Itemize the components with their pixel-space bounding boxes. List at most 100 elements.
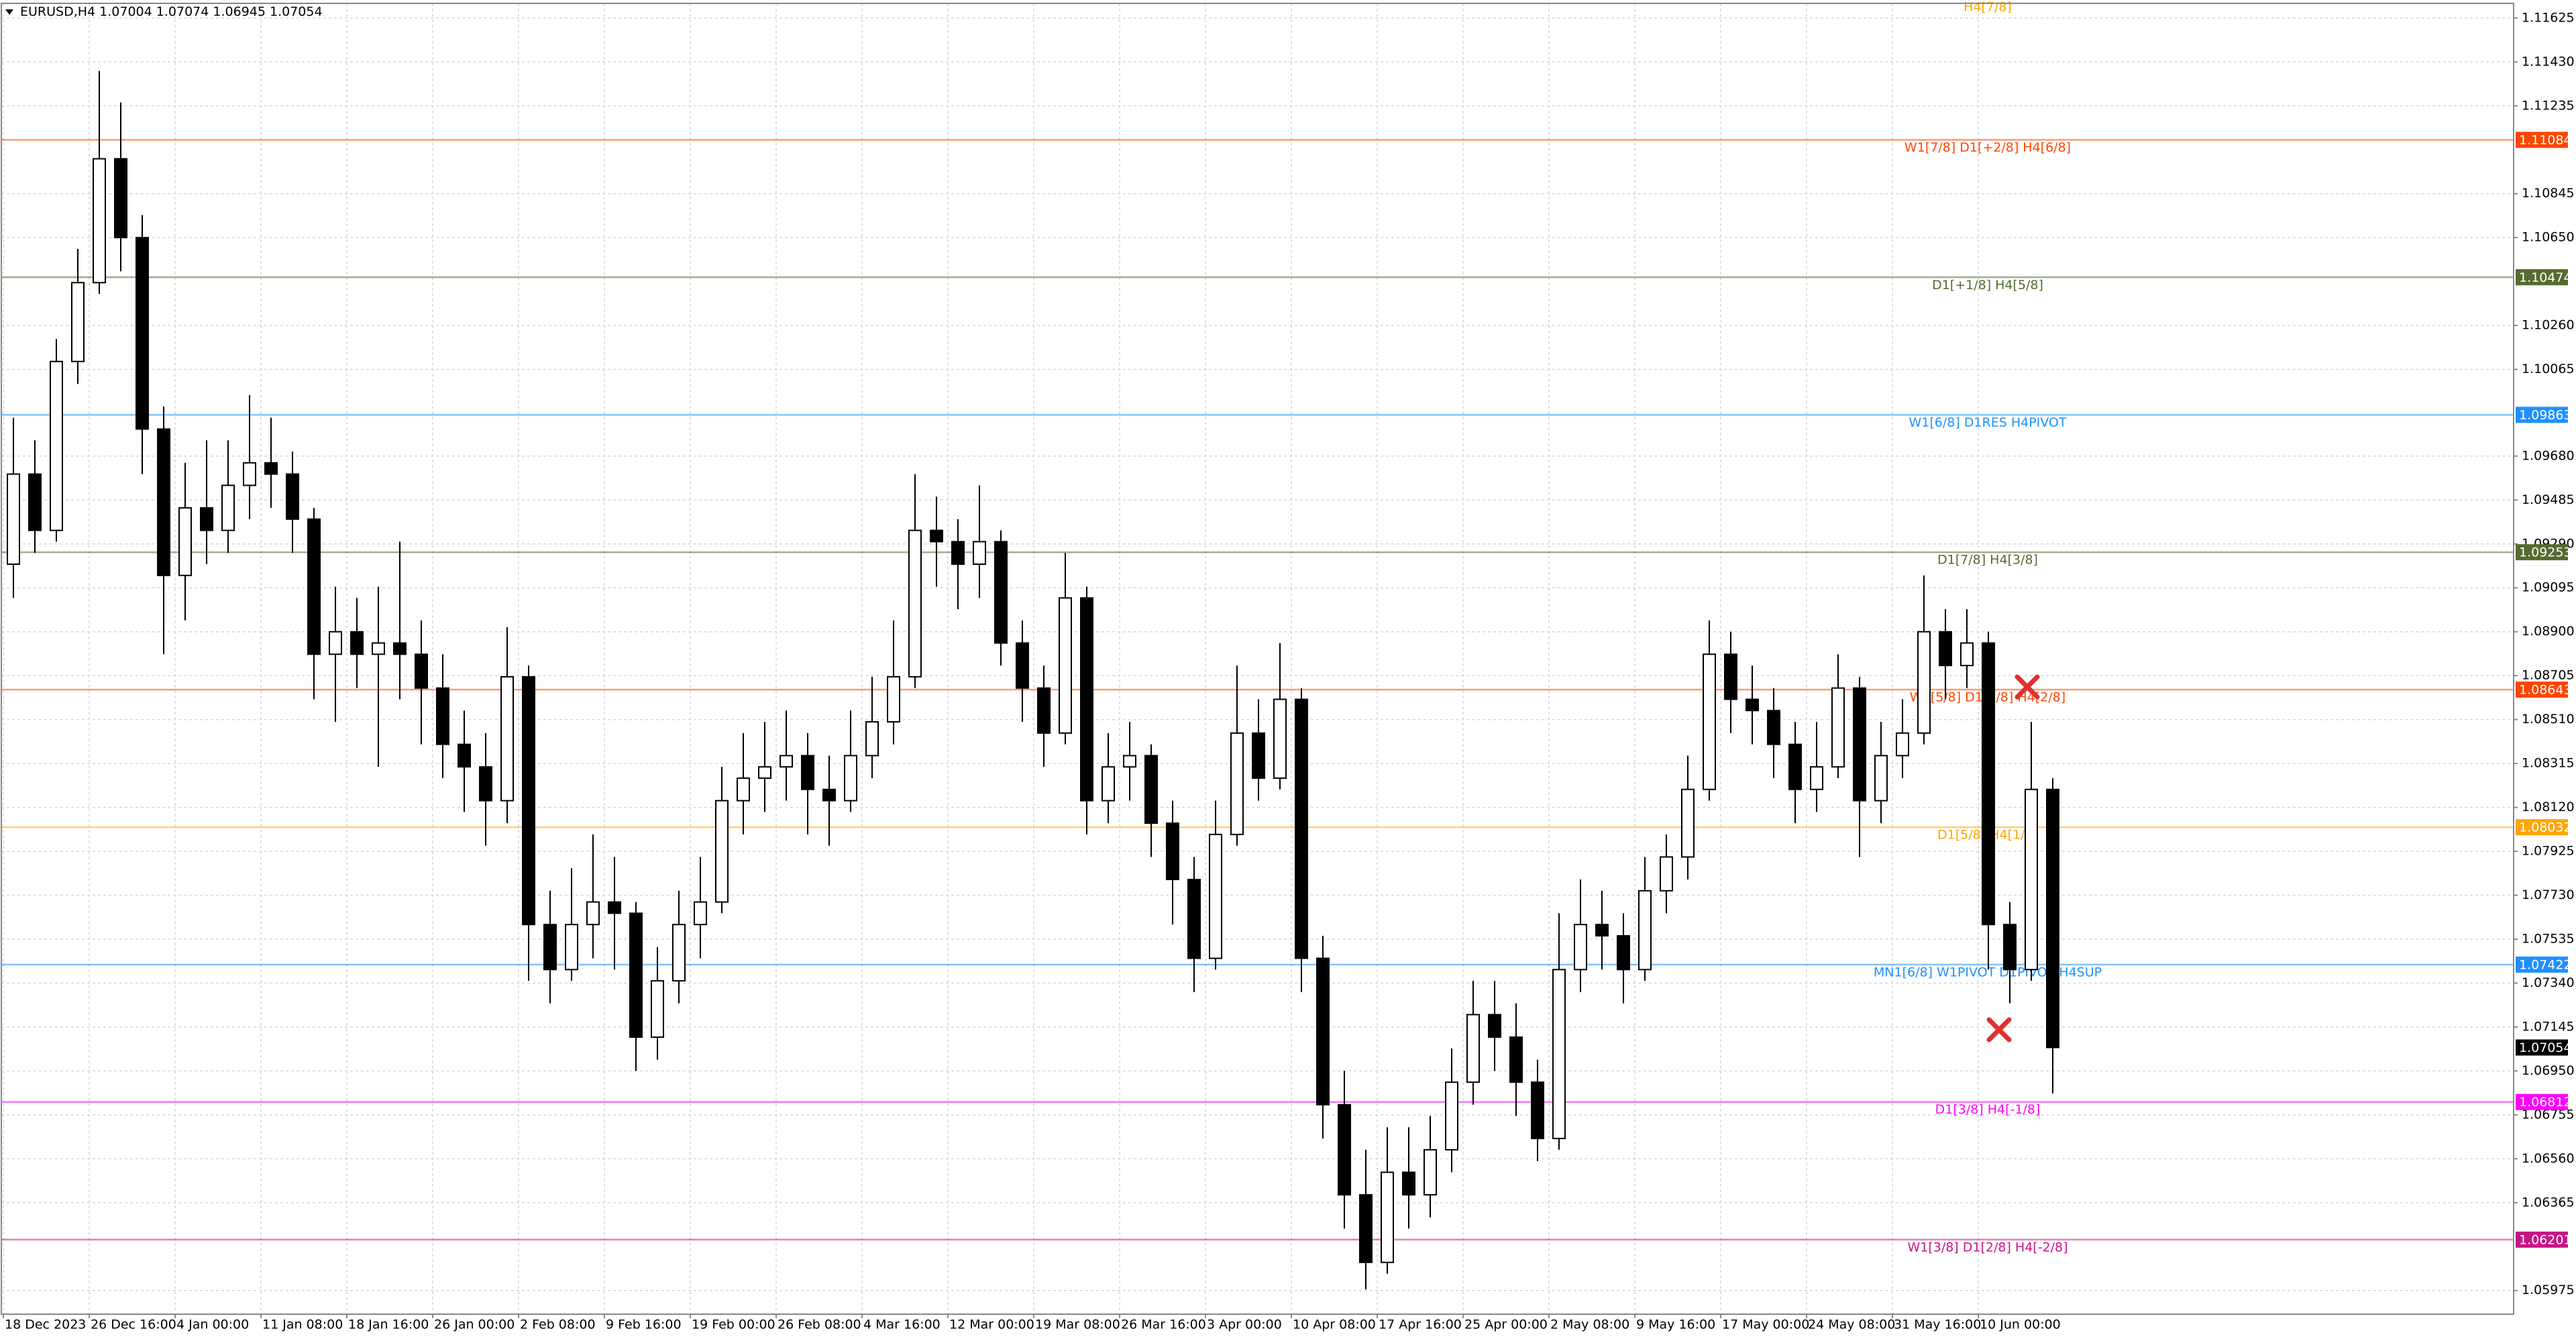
y-tick-label: 1.08705 [2522, 668, 2575, 683]
y-tick-label: 1.08315 [2522, 756, 2575, 771]
x-tick-label: 9 May 16:00 [1636, 1318, 1715, 1332]
candle-body [672, 924, 686, 982]
candle-body [1638, 890, 1652, 971]
candle-body [1960, 642, 1974, 667]
candle-body [1982, 642, 1995, 926]
candle-body [1338, 1104, 1351, 1196]
last-price: 1.07054 [2519, 1040, 2572, 1055]
candle-body [1509, 1036, 1523, 1083]
x-tick-label: 12 Mar 00:00 [949, 1318, 1034, 1332]
level-price: 1.10474 [2519, 270, 2572, 285]
candle-body [651, 980, 664, 1038]
candle-body [1788, 743, 1802, 790]
y-tick-label: 1.11235 [2522, 98, 2575, 113]
candle-body [780, 755, 793, 768]
candle-body [1810, 766, 1823, 790]
candle-body [908, 529, 922, 678]
candle-body [307, 518, 321, 655]
candle-body [329, 631, 342, 655]
menu-arrow[interactable] [5, 9, 13, 15]
candle-body [1939, 631, 1952, 667]
candle-body [994, 541, 1008, 644]
plot-border [1, 3, 2514, 1315]
candle-body [1552, 969, 1566, 1140]
candle-body [372, 642, 385, 655]
last-price-box [2516, 1039, 2568, 1056]
candle-body [1359, 1194, 1373, 1263]
x-tick-label: 26 Mar 16:00 [1121, 1318, 1206, 1332]
candle-body [2046, 788, 2059, 1049]
candle-body [1123, 755, 1136, 768]
candle-body [1080, 597, 1093, 802]
candle-body [543, 924, 557, 971]
level-price-box [2516, 131, 2568, 148]
x-tick-label: 10 Apr 08:00 [1293, 1318, 1376, 1332]
x-tick-label: 9 Feb 16:00 [606, 1318, 682, 1332]
level-price: 1.08032 [2519, 820, 2572, 835]
y-tick-label: 1.07340 [2522, 975, 2575, 990]
x-tick-label: 18 Dec 2023 [5, 1318, 86, 1332]
candle-body [1059, 597, 1072, 734]
candle-body [1424, 1148, 1437, 1196]
level-price-box [2516, 1093, 2568, 1110]
candle-body [1853, 687, 1866, 802]
candle-body [1402, 1171, 1415, 1196]
level-price-box [2516, 1231, 2568, 1248]
level-price: 1.06812 [2519, 1095, 2572, 1110]
y-tick-label: 1.11430 [2522, 54, 2575, 69]
y-tick-label: 1.11625 [2522, 10, 2575, 25]
candle-body [694, 901, 707, 926]
x-tick-label: 19 Feb 00:00 [692, 1318, 775, 1332]
x-tick-label: 4 Jan 00:00 [176, 1318, 249, 1332]
x-tick-label: 10 Jun 00:00 [1980, 1318, 2061, 1332]
y-tick-label: 1.07145 [2522, 1019, 2575, 1034]
candle-body [1209, 833, 1222, 959]
level-price-box [2516, 407, 2568, 423]
candle-body [1488, 1014, 1501, 1038]
y-tick-label: 1.08900 [2522, 624, 2575, 639]
chart-title: EURUSD,H4 1.07004 1.07074 1.06945 1.0705… [20, 5, 323, 19]
x-tick-label: 2 May 08:00 [1550, 1318, 1629, 1332]
y-tick-label: 1.06950 [2522, 1063, 2575, 1078]
candle-body [629, 912, 643, 1038]
candle-body [1102, 766, 1115, 802]
candle-body [1273, 698, 1287, 779]
candle-body [1617, 934, 1630, 971]
candle-body [801, 755, 814, 790]
candle-body [758, 766, 771, 779]
x-tick-label: 17 Apr 16:00 [1379, 1318, 1462, 1332]
candle-body [436, 687, 449, 745]
level-price: 1.09253 [2519, 545, 2572, 560]
candle-body [286, 473, 299, 520]
candle-body [608, 901, 621, 914]
level-price-box [2516, 956, 2568, 973]
candle-body [715, 800, 729, 903]
candle-body [1874, 755, 1888, 802]
candle-body [71, 282, 85, 362]
y-tick-label: 1.07730 [2522, 888, 2575, 902]
x-tick-label: 4 Mar 16:00 [863, 1318, 941, 1332]
level-price: 1.09863 [2519, 408, 2572, 423]
candle-body [93, 158, 106, 284]
x-tick-label: 11 Jan 08:00 [262, 1318, 343, 1332]
candle-body [1767, 710, 1780, 745]
candle-body [822, 788, 836, 802]
candle-body [243, 462, 256, 486]
candle-body [865, 721, 879, 757]
candle-body [50, 360, 63, 531]
y-tick-label: 1.10845 [2522, 186, 2575, 201]
x-tick-label: 31 May 16:00 [1894, 1318, 1981, 1332]
candle-body [1681, 788, 1695, 858]
level-price-box [2516, 681, 2568, 698]
candle-body [1703, 653, 1716, 790]
trade-marks [1986, 674, 2040, 1042]
candle-body [1917, 631, 1931, 734]
y-tick-label: 1.07535 [2522, 931, 2575, 946]
y-tick-label: 1.06365 [2522, 1195, 2575, 1210]
candle-body [479, 766, 492, 802]
level-price-box [2516, 544, 2568, 561]
level-label: D1[+1/8] H4[5/8] [1932, 278, 2043, 292]
levels: H4[7/8] W1[7/8] D1[+2/8] H4[6/8] D1[+1/8] … [1, 0, 2514, 1254]
